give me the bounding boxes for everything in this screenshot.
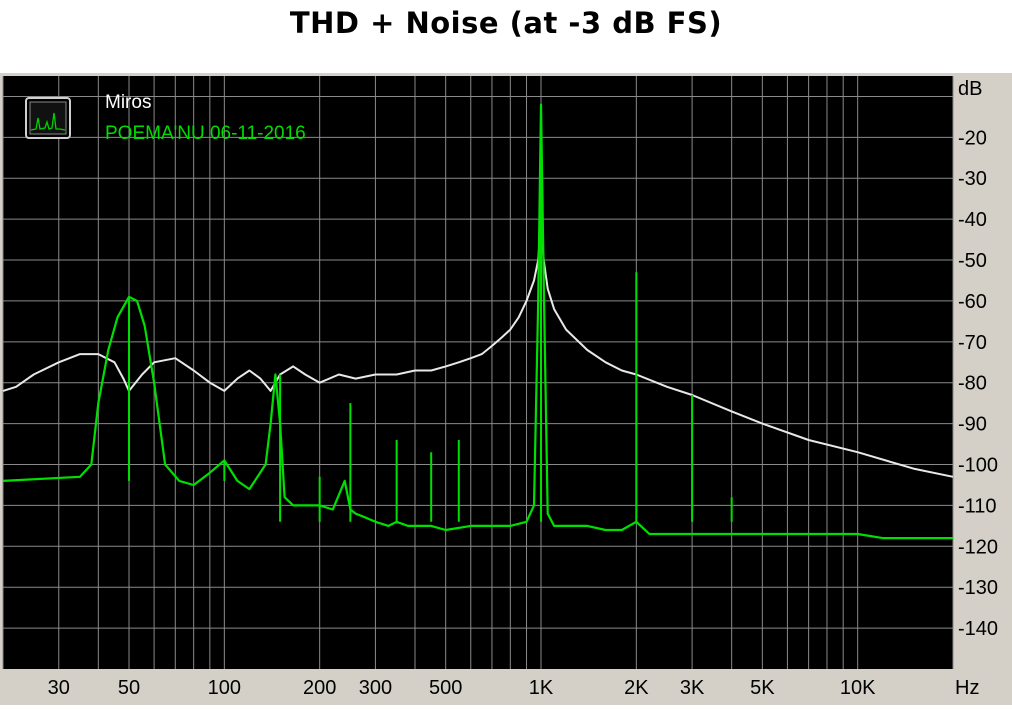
y-tick-label: -60 [958,291,987,313]
analyzer-panel: -20 -30 -40 -50 -60 -70 -80 -90 -100 -110 -120 -130… [0,73,1012,705]
x-tick-label: 3K [680,677,705,699]
series-layer [2,103,954,540]
plot-area [3,76,953,669]
x-tick-label: 500 [429,677,462,699]
y-tick-label: -130 [958,577,998,599]
spectrum-chart: -20 -30 -40 -50 -60 -70 -80 -90 -100 -110 -120 -130… [2,76,998,699]
y-axis-ticks: -20 -30 -40 -50 -60 -70 -80 -90 -100 -110 -120 -130… [958,127,998,640]
y-tick-label: -40 [958,209,987,231]
grid-lines [2,76,954,669]
x-axis-ticks: 30 50 100 200 300 500 1K 2K 3K 5K 10K [48,677,876,699]
chart-title: THD + Noise (at -3 dB FS) [289,6,723,40]
legend-name: Miros [105,92,151,113]
x-tick-label: 1K [529,677,554,699]
y-tick-label: -20 [958,127,987,149]
x-tick-label: 100 [208,677,241,699]
x-tick-label: 300 [359,677,392,699]
legend-subtitle: POEMA'NU 06-11-2016 [105,123,306,144]
y-tick-label: -110 [958,495,997,517]
x-tick-label: 30 [48,677,70,699]
series-line-green [2,103,953,540]
legend: Miros POEMA'NU 06-11-2016 [25,92,306,144]
spectrum-analyzer-icon [25,97,71,139]
harmonic-peaks [128,104,733,522]
y-tick-label: -70 [958,332,987,354]
y-axis-label: dB [958,78,982,100]
y-tick-label: -30 [958,168,987,190]
x-tick-label: 10K [840,677,876,699]
x-tick-label: 5K [750,677,775,699]
y-tick-label: -120 [958,536,998,558]
series-line-white [2,218,954,478]
y-tick-label: -80 [958,373,987,395]
y-tick-label: -100 [958,455,998,477]
x-tick-label: 50 [118,677,140,699]
y-tick-label: -50 [958,250,987,272]
x-tick-label: 2K [624,677,649,699]
x-axis-label: Hz [955,677,979,699]
x-tick-label: 200 [303,677,336,699]
y-tick-label: -90 [958,414,987,436]
y-tick-label: -140 [958,618,998,640]
